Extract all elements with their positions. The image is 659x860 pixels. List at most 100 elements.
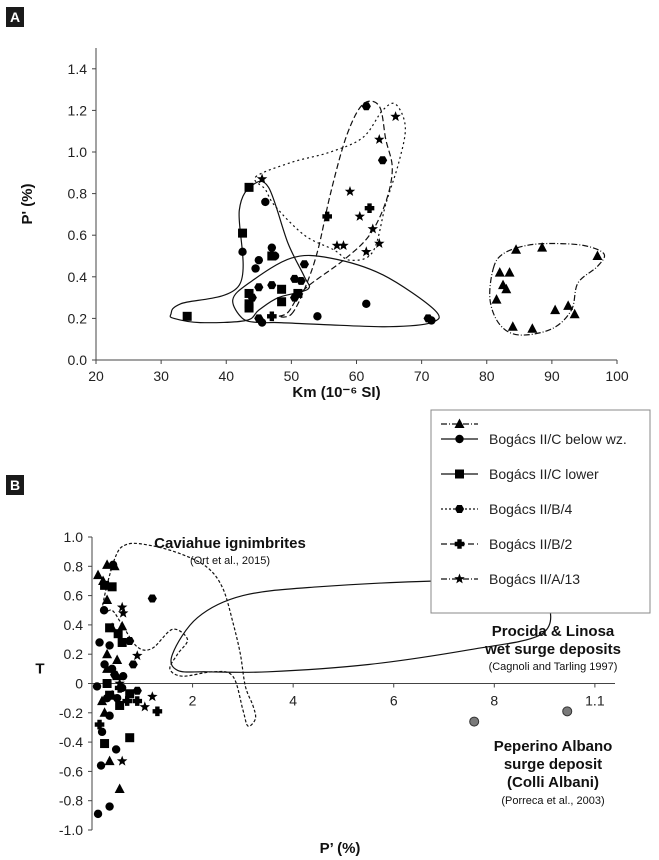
point-cross: [94, 719, 105, 730]
legend-item-bog-cs-ii-c-lower: Bogács II/C lower: [441, 466, 599, 482]
point-hexagon: [247, 293, 257, 302]
point-star: [256, 173, 268, 184]
envelope-procida-linosa-wet-surge-deposits: [170, 580, 552, 673]
point-star: [114, 678, 125, 688]
y-tick-label: 0.6: [68, 227, 88, 243]
point-square: [182, 311, 192, 321]
point-triangle: [501, 283, 512, 294]
point-grey-circle: [469, 716, 480, 727]
legend-circle-marker: [455, 434, 464, 444]
panel-b-label: B: [10, 477, 20, 493]
x-tick-label: 4: [289, 693, 297, 709]
annotation-caviahue-title: Caviahue ignimbrites: [154, 535, 306, 552]
point-circle: [112, 693, 122, 703]
point-triangle: [93, 569, 104, 580]
point-star: [367, 223, 378, 234]
legend-item-bog-cs-ii-b-2: Bogács II/B/2: [441, 536, 572, 552]
point-square: [277, 284, 287, 294]
point-triangle: [511, 244, 522, 254]
point-square: [244, 182, 254, 192]
point-triangle: [112, 654, 123, 665]
point-cross: [267, 311, 277, 322]
point-triangle: [117, 620, 128, 631]
y-tick-label: -0.2: [59, 705, 83, 721]
point-triangle: [592, 250, 603, 260]
legend-hexagon-marker: [454, 505, 465, 513]
y-tick-label: 1.4: [68, 61, 88, 77]
point-triangle: [507, 321, 518, 331]
envelope-bog-cs-ii-c-below-wz-circles: [232, 254, 440, 328]
y-tick-label: 1.0: [64, 529, 84, 545]
y-tick-label: 0.8: [64, 558, 84, 574]
point-hexagon: [423, 314, 433, 323]
point-square: [107, 582, 117, 592]
point-circle: [261, 197, 270, 207]
point-cross: [114, 683, 125, 693]
point-hexagon: [128, 660, 138, 669]
chart-b: 2 4 6 8 1.1 1.0 0.8 0.6 0.4 0.2 0 -0.2 -0.4 -0.6 -0.8 -…: [35, 529, 615, 857]
point-circle: [267, 243, 277, 252]
x-tick-label: 80: [479, 368, 495, 384]
annotation-peperino-line2: surge deposit: [504, 756, 602, 773]
legend-label: Bogács II/C below wz.: [489, 431, 627, 447]
x-tick-label: 100: [605, 368, 629, 384]
point-hexagon: [296, 277, 306, 285]
point-square: [102, 679, 112, 688]
point-triangle: [102, 648, 113, 659]
x-tick-label: 50: [284, 368, 300, 384]
point-square: [105, 623, 115, 633]
point-circle: [238, 247, 247, 257]
point-circle: [254, 255, 264, 265]
point-circle: [251, 264, 260, 273]
chart-a: 20 30 40 50 60 70 80 90 100 0.0 0.2 0.4 0.6 0.8 1.0 1.2…: [19, 48, 629, 401]
point-triangle: [527, 323, 538, 333]
point-square: [267, 251, 277, 261]
point-circle: [105, 711, 114, 720]
y-tick-label: 0.4: [68, 269, 88, 285]
envelope-bog-cs-ii-b-2: [277, 100, 393, 318]
point-cross: [152, 706, 163, 717]
annotation-procida-source: (Cagnoli and Tarling 1997): [489, 661, 618, 673]
point-star: [116, 601, 128, 612]
legend-cross-marker: [454, 539, 465, 549]
panel-a-badge: [6, 7, 24, 27]
point-hexagon: [377, 156, 388, 165]
point-triangle: [494, 267, 505, 277]
point-circle: [108, 560, 118, 570]
point-hexagon: [299, 260, 309, 269]
legend-star-marker: [454, 573, 465, 584]
legend-square-marker: [455, 469, 464, 479]
legend-triangle-marker: [454, 418, 465, 428]
point-hexagon: [361, 102, 371, 111]
annotation-procida-line2: wet surge deposits: [484, 641, 621, 658]
point-grey-circle: [562, 706, 573, 717]
annotation-procida-line1: Procida & Linosa: [492, 623, 615, 640]
x-tick-label: 6: [390, 693, 398, 709]
legend-label: Bogács II/A/13: [489, 571, 580, 587]
point-square: [244, 299, 254, 309]
point-star: [139, 701, 150, 712]
point-square: [105, 690, 115, 700]
x-tick-label: 90: [544, 368, 560, 384]
point-square: [293, 288, 303, 298]
point-star: [374, 134, 385, 144]
y-axis-label-a: P' (%): [19, 183, 36, 224]
point-cross: [132, 696, 143, 706]
point-star: [390, 111, 401, 122]
point-square: [100, 739, 110, 749]
y-tick-label: 0.2: [64, 646, 84, 662]
legend: Bogács II/C below wz. Bogács II/C lower Bo…: [430, 409, 651, 614]
x-tick-label: 8: [490, 693, 498, 709]
point-triangle: [537, 242, 548, 252]
x-tick-label: 2: [189, 693, 197, 709]
point-hexagon: [147, 594, 157, 603]
point-square: [115, 700, 125, 710]
x-tick-label: 70: [414, 368, 430, 384]
point-circle: [362, 299, 371, 309]
point-hexagon: [254, 283, 264, 292]
point-circle: [100, 660, 109, 669]
legend-item-bog-cs-ii-c-below-wz: Bogács II/C below wz.: [441, 418, 627, 447]
legend-label: Bogács II/B/2: [489, 536, 572, 552]
annotation-peperino-line3: (Colli Albani): [507, 774, 599, 791]
point-cross: [122, 696, 133, 706]
